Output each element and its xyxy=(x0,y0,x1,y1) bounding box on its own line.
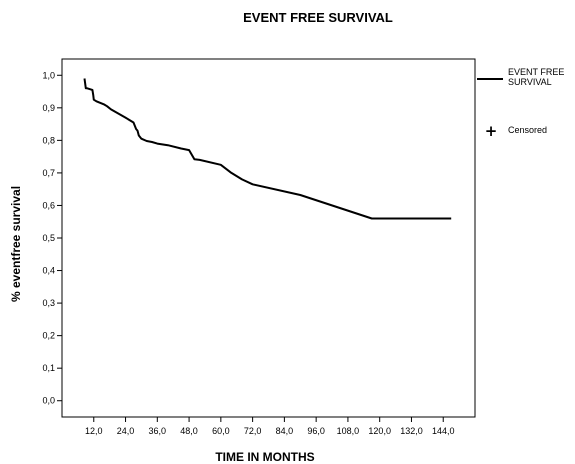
x-tick-label: 132,0 xyxy=(400,426,423,436)
legend-censored-label: Censored xyxy=(508,125,547,135)
x-tick-label: 36,0 xyxy=(149,426,167,436)
legend-censored-symbol: + xyxy=(485,122,498,140)
y-tick-label: 1,0 xyxy=(42,70,55,80)
y-tick-label: 0,9 xyxy=(42,103,55,113)
y-tick-label: 0,6 xyxy=(42,200,55,210)
x-axis: 12,0 24,0 36,0 48,0 60,0 72,0 84,0 96,0 108,0 120… xyxy=(85,417,454,436)
series-layer xyxy=(83,78,452,220)
y-tick-label: 0,7 xyxy=(42,168,55,178)
chart-title: EVENT FREE SURVIVAL xyxy=(243,10,393,25)
y-axis-title: % eventfree survival xyxy=(9,186,23,302)
y-tick-label: 0,0 xyxy=(42,396,55,406)
series-line-event-free-survival xyxy=(83,78,452,220)
y-tick-label: 0,1 xyxy=(42,363,55,373)
y-axis: 0,0 0,1 0,2 0,3 0,4 0,5 0,6 0,7 0,8 0,9 1,0 xyxy=(42,70,62,406)
legend: EVENT FREE SURVIVAL + Censored xyxy=(477,67,567,140)
x-tick-label: 120,0 xyxy=(368,426,391,436)
y-tick-label: 0,8 xyxy=(42,135,55,145)
x-tick-label: 48,0 xyxy=(180,426,198,436)
x-tick-label: 72,0 xyxy=(244,426,262,436)
plot-frame xyxy=(61,58,476,418)
x-tick-label: 60,0 xyxy=(212,426,230,436)
y-tick-label: 0,3 xyxy=(42,298,55,308)
legend-series-label: EVENT FREE SURVIVAL xyxy=(508,67,567,87)
y-tick-label: 0,5 xyxy=(42,233,55,243)
x-tick-label: 24,0 xyxy=(117,426,135,436)
x-tick-label: 108,0 xyxy=(337,426,360,436)
x-tick-label: 96,0 xyxy=(307,426,325,436)
y-tick-label: 0,2 xyxy=(42,331,55,341)
x-tick-label: 12,0 xyxy=(85,426,103,436)
y-tick-label: 0,4 xyxy=(42,266,55,276)
x-tick-label: 84,0 xyxy=(276,426,294,436)
x-tick-label: 144,0 xyxy=(432,426,455,436)
x-axis-title: TIME IN MONTHS xyxy=(215,450,314,464)
